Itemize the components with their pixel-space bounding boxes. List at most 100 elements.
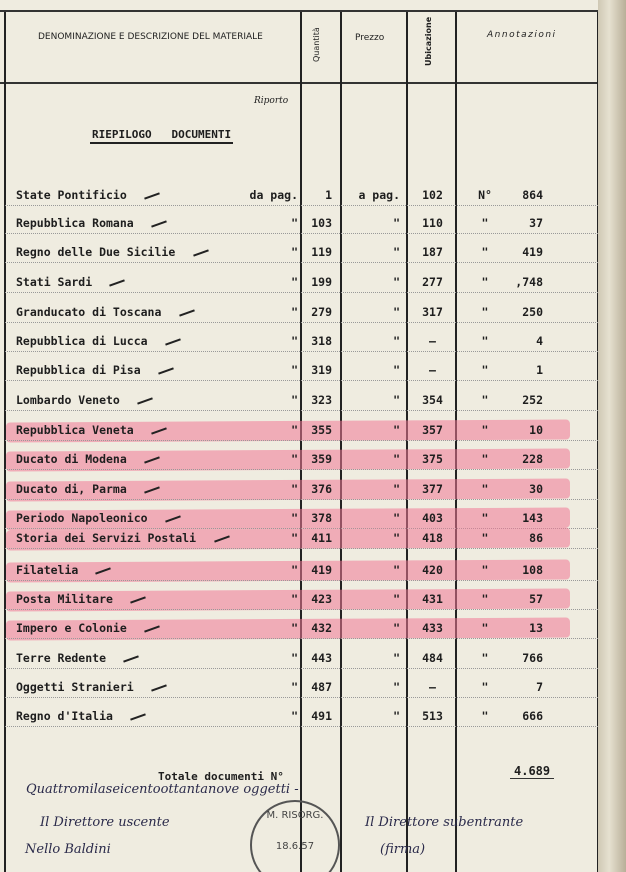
from-page: 1 (325, 188, 332, 202)
from-page: 419 (311, 563, 332, 577)
to-page: 377 (422, 482, 443, 496)
dotted-rule (5, 292, 598, 293)
from-page-label: " (291, 216, 298, 230)
from-page: 199 (311, 275, 332, 289)
from-page-label: " (291, 680, 298, 694)
to-page: — (429, 680, 436, 694)
header-location: Ubicazione (424, 16, 433, 66)
dotted-rule (5, 469, 598, 470)
row-name: Terre Redente (16, 651, 107, 665)
document-count: 30 (529, 482, 543, 496)
count-label: " (481, 423, 489, 437)
check-mark-icon (151, 684, 167, 692)
count-label: " (481, 592, 489, 606)
check-mark-icon (144, 192, 160, 200)
row-name: Oggetti Stranieri (16, 680, 134, 694)
from-page: 443 (311, 651, 332, 665)
table-row: Posta Militare " 423 " 431 " 57 (0, 592, 600, 612)
from-page: 432 (311, 621, 332, 635)
to-page: 277 (422, 275, 443, 289)
count-label: " (481, 651, 489, 665)
to-page-label: " (393, 709, 400, 723)
count-label: " (481, 216, 489, 230)
to-page-label: " (393, 531, 400, 545)
document-count: 86 (529, 531, 543, 545)
check-mark-icon (130, 713, 146, 721)
to-page: 403 (422, 511, 443, 525)
book-edge (598, 0, 626, 872)
document-count: 250 (522, 305, 543, 319)
check-mark-icon (193, 249, 209, 257)
to-page-label: " (393, 452, 400, 466)
dotted-rule (5, 233, 598, 234)
from-page-label: " (291, 592, 298, 606)
table-row: Terre Redente " 443 " 484 " 766 (0, 651, 600, 671)
check-mark-icon (165, 338, 181, 346)
table-row: Repubblica Romana " 103 " 110 " 37 (0, 216, 600, 236)
dotted-rule (5, 548, 598, 549)
check-mark-icon (130, 596, 146, 604)
from-page: 323 (311, 393, 332, 407)
top-rule (0, 10, 598, 12)
to-page: 102 (422, 188, 443, 202)
to-page-label: " (393, 393, 400, 407)
row-name: Regno delle Due Sicilie (16, 245, 176, 259)
stamp-date: 18.6.57 (275, 841, 315, 852)
document-count: 252 (522, 393, 543, 407)
to-page-label: " (393, 563, 400, 577)
total-in-words: Quattromilaseicentoottantanove oggetti - (26, 782, 299, 797)
check-mark-icon (109, 279, 125, 287)
postmark-stamp: M. RISORG. 18.6.57 (250, 800, 340, 872)
from-page: 487 (311, 680, 332, 694)
to-page: 110 (422, 216, 443, 230)
to-page-label: " (393, 334, 400, 348)
dotted-rule (5, 262, 598, 263)
document-count: 37 (529, 216, 543, 230)
table-row: Oggetti Stranieri " 487 " — " 7 (0, 680, 600, 700)
document-count: 228 (522, 452, 543, 466)
row-name: Stati Sardi (16, 275, 93, 289)
count-label: " (481, 563, 489, 577)
row-name: Regno d'Italia (16, 709, 113, 723)
dotted-rule (5, 351, 598, 352)
document-count: 143 (522, 511, 543, 525)
from-page: 378 (311, 511, 332, 525)
to-page-label: " (393, 621, 400, 635)
from-page-label: " (291, 363, 298, 377)
check-mark-icon (214, 535, 230, 543)
to-page: — (429, 363, 436, 377)
from-page-label: da pag. (249, 188, 298, 202)
from-page: 103 (311, 216, 332, 230)
total-label: Totale documenti N° (158, 770, 284, 783)
dotted-rule (5, 668, 598, 669)
to-page-label: " (393, 216, 400, 230)
table-row: Repubblica di Lucca " 318 " — " 4 (0, 334, 600, 354)
document-count: 4 (536, 334, 543, 348)
from-page: 318 (311, 334, 332, 348)
header-rule (0, 82, 598, 84)
table-row: Impero e Colonie " 432 " 433 " 13 (0, 621, 600, 641)
from-page-label: " (291, 482, 298, 496)
document-count: 57 (529, 592, 543, 606)
dotted-rule (5, 499, 598, 500)
to-page: 513 (422, 709, 443, 723)
row-name: Storia dei Servizi Postali (16, 531, 197, 545)
to-page: 433 (422, 621, 443, 635)
dotted-rule (5, 697, 598, 698)
dotted-rule (5, 205, 598, 206)
from-page-label: " (291, 452, 298, 466)
to-page: 354 (422, 393, 443, 407)
count-label: " (481, 393, 489, 407)
table-row: Stati Sardi " 199 " 277 " ,748 (0, 275, 600, 295)
document-count: 7 (536, 680, 543, 694)
total-value: 4.689 (510, 764, 555, 779)
to-page-label: " (393, 423, 400, 437)
to-page-label: " (393, 305, 400, 319)
to-page-label: a pag. (358, 188, 400, 202)
from-page: 279 (311, 305, 332, 319)
stamp-text: M. RISORG. (266, 810, 324, 821)
count-label: " (481, 275, 489, 289)
from-page: 119 (311, 245, 332, 259)
from-page-label: " (291, 275, 298, 289)
